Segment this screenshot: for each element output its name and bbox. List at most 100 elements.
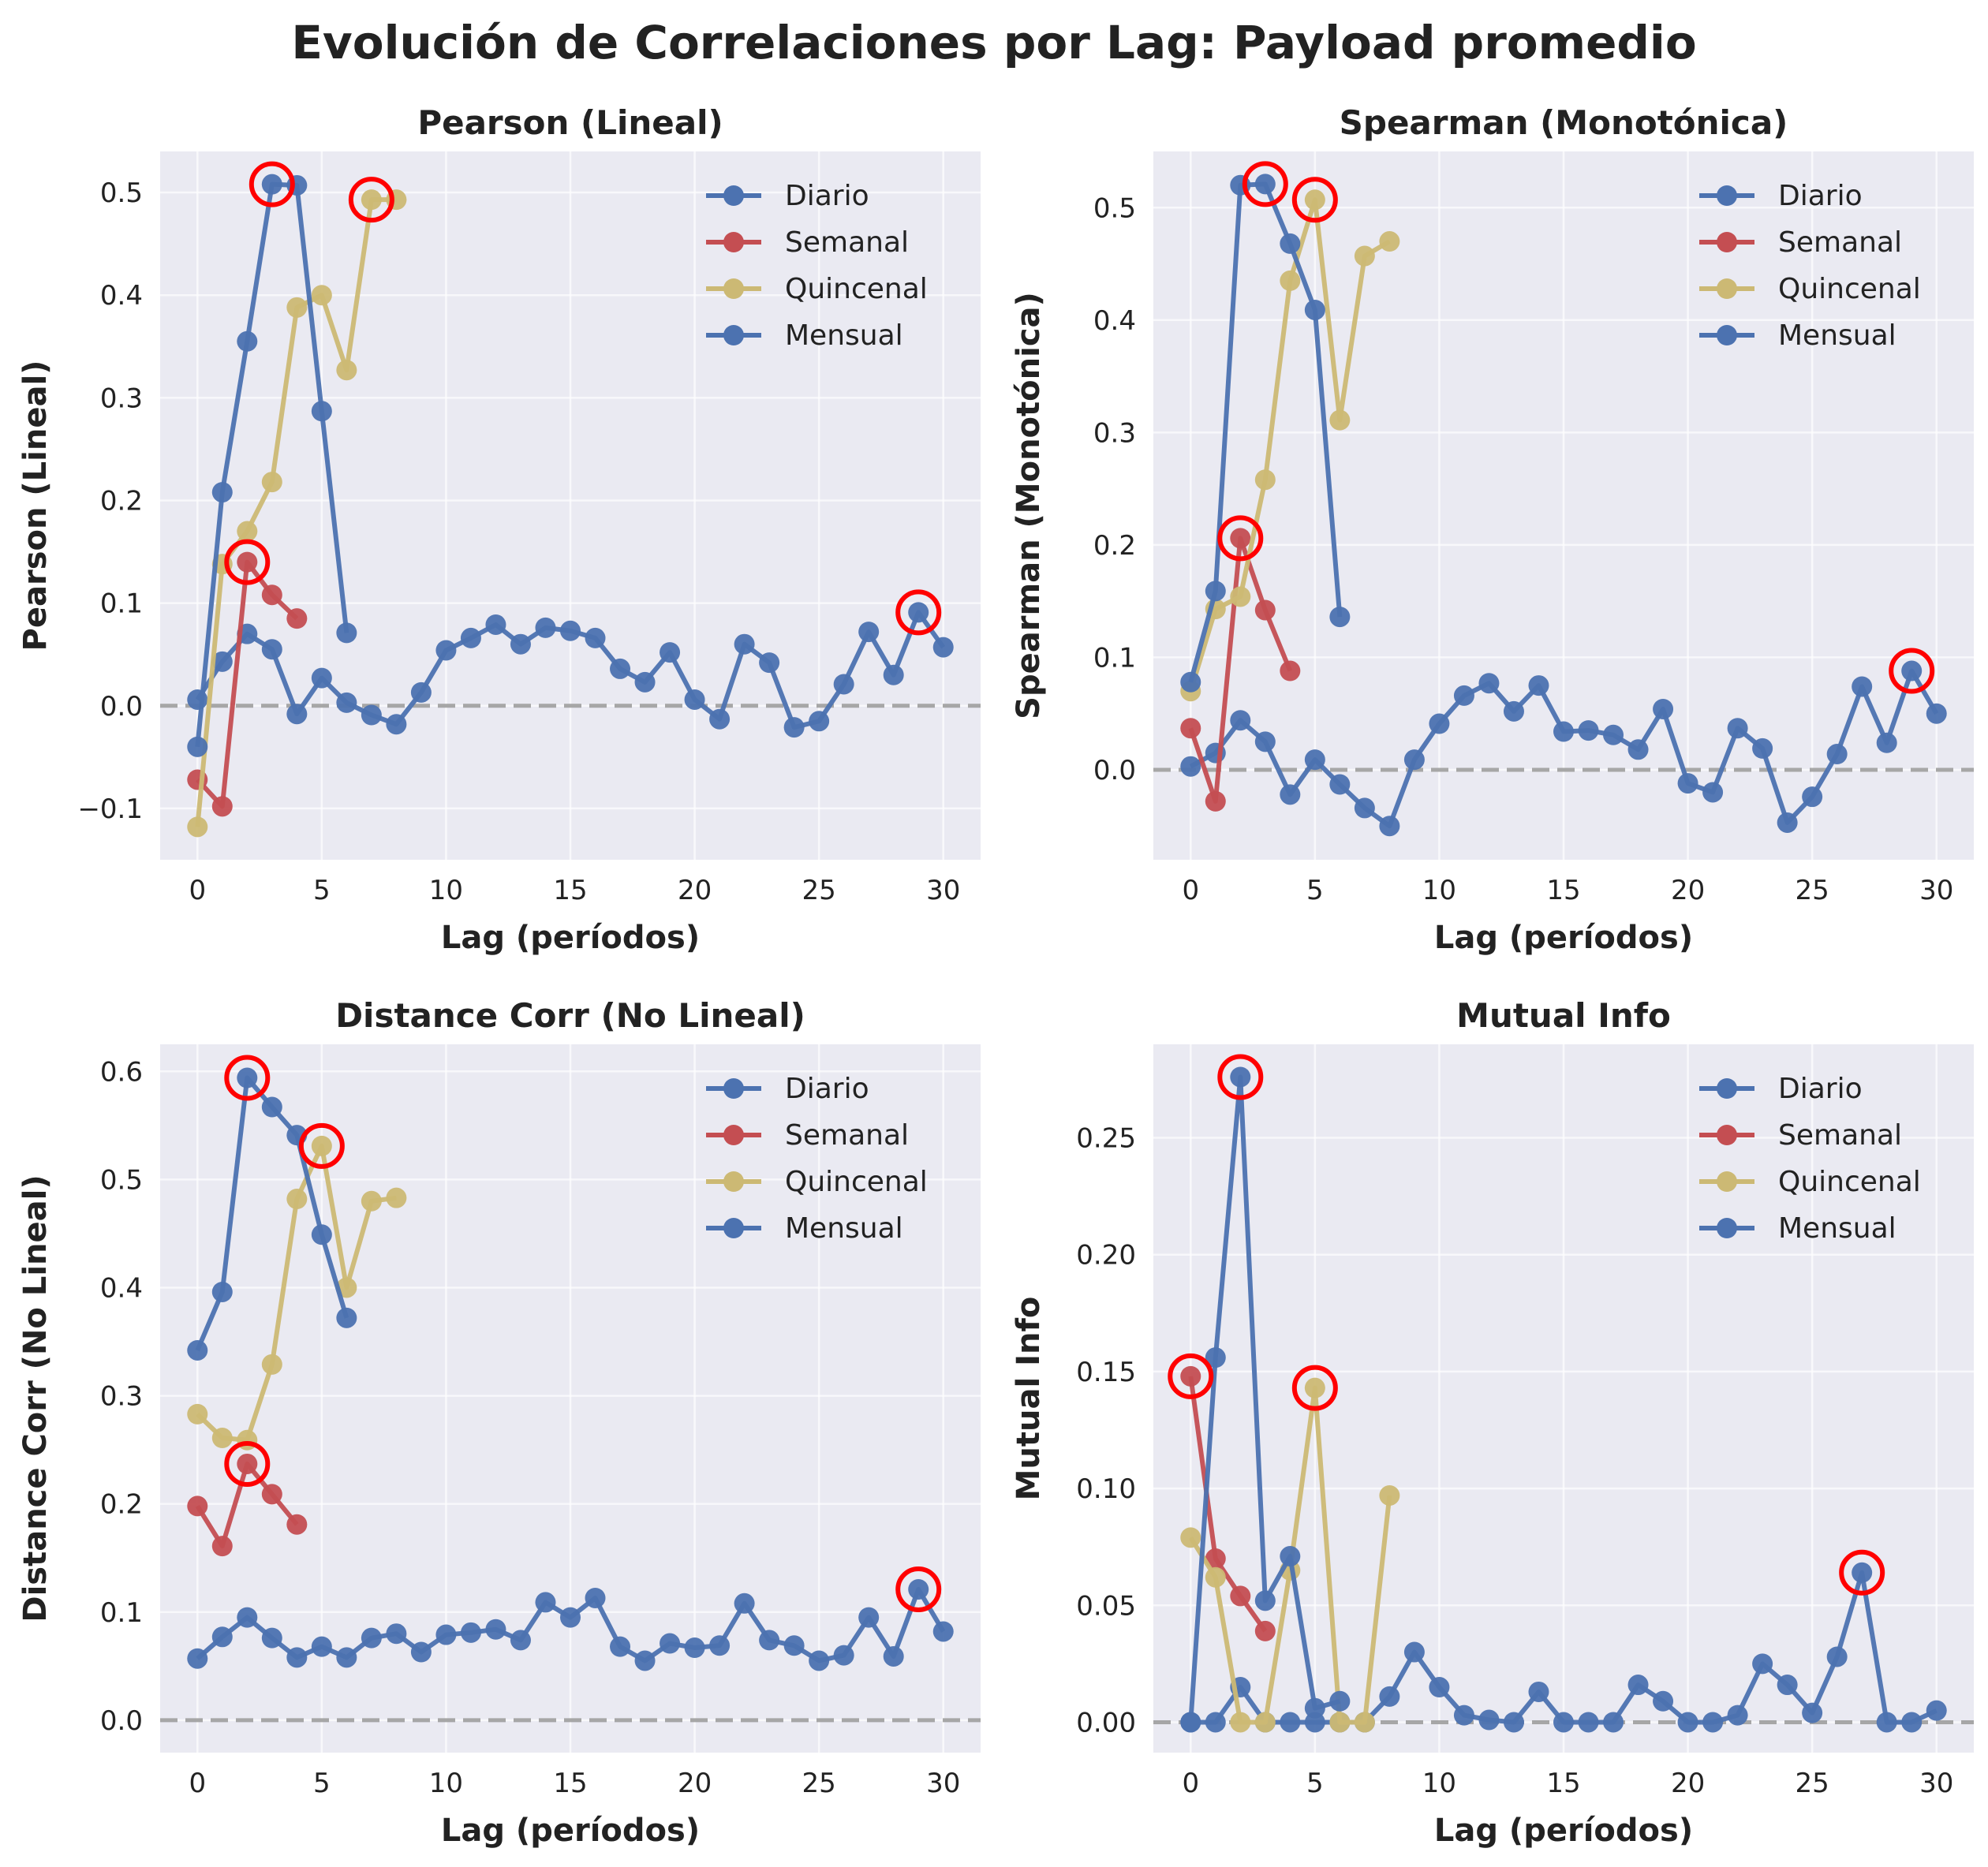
- data-point: [311, 1636, 332, 1657]
- data-point: [1429, 1677, 1450, 1698]
- legend-label-mensual: Mensual: [1778, 1212, 1896, 1245]
- legend-label-mensual: Mensual: [785, 319, 903, 352]
- max-highlight-ring: [1291, 1365, 1338, 1411]
- data-point: [1727, 1705, 1748, 1726]
- chart-panel-2: 0 5 10 15 20 25 30 0.0 0.1 0.2 0.3 0.4 0.5 Spearman (…: [1011, 103, 1974, 956]
- legend-swatch-marker: [1717, 1078, 1737, 1099]
- max-highlight-ring: [1168, 1353, 1214, 1399]
- max-highlight-ring: [1217, 515, 1264, 562]
- data-point: [1627, 739, 1649, 760]
- data-point: [1727, 718, 1748, 739]
- x-tick-label: 10: [429, 875, 463, 906]
- data-point: [1826, 744, 1848, 765]
- data-point: [1230, 1712, 1251, 1733]
- max-highlight-ring: [298, 1122, 345, 1169]
- max-highlight-ring: [1889, 648, 1935, 694]
- panel-title: Mutual Info: [1456, 996, 1671, 1035]
- data-point: [1304, 749, 1325, 771]
- y-tick-label: 0.05: [1076, 1590, 1136, 1622]
- data-point: [336, 692, 357, 713]
- data-point: [908, 602, 929, 623]
- data-point: [1603, 1712, 1624, 1733]
- data-point: [261, 1354, 282, 1375]
- data-point: [261, 472, 282, 493]
- data-point: [1180, 671, 1201, 693]
- data-point: [1503, 1712, 1524, 1733]
- data-point: [1254, 731, 1276, 752]
- data-point: [1304, 1712, 1325, 1733]
- data-point: [1653, 698, 1674, 719]
- data-point: [1578, 1712, 1599, 1733]
- data-point: [634, 1650, 656, 1671]
- x-tick-label: 5: [313, 1768, 331, 1799]
- data-point: [311, 1224, 332, 1245]
- data-point: [1802, 786, 1823, 808]
- data-point: [1627, 1675, 1649, 1696]
- y-tick-label: 0.0: [100, 1705, 143, 1737]
- x-tick-label: 10: [1422, 875, 1456, 906]
- data-point: [211, 1428, 233, 1449]
- y-tick-label: 0.1: [100, 588, 143, 620]
- data-point: [709, 708, 731, 730]
- y-tick-label: 0.1: [100, 1597, 143, 1629]
- max-highlight-ring: [1839, 1549, 1885, 1596]
- series-diario: [1180, 660, 1947, 837]
- legend-label-diario: Diario: [1778, 1073, 1863, 1105]
- data-point: [1453, 1705, 1474, 1726]
- data-point: [1528, 675, 1549, 696]
- data-point: [1205, 1566, 1226, 1588]
- series-mensual: [187, 174, 357, 757]
- legend-swatch-marker: [1717, 1171, 1737, 1192]
- data-point: [261, 584, 282, 606]
- data-point: [386, 1623, 407, 1645]
- max-highlight-ring: [1242, 161, 1288, 207]
- series-semanal: [1180, 528, 1301, 812]
- figure-title: Evolución de Correlaciones por Lag: Payl…: [291, 16, 1697, 69]
- x-tick-label: 30: [926, 875, 960, 906]
- data-point: [1478, 1709, 1500, 1731]
- data-point: [833, 674, 854, 695]
- data-point: [237, 1067, 258, 1088]
- series-mensual: [187, 1067, 357, 1361]
- data-point: [361, 1190, 382, 1212]
- x-tick-label: 15: [1546, 875, 1580, 906]
- data-point: [187, 1339, 208, 1361]
- max-highlight-ring: [895, 1566, 942, 1612]
- data-point: [237, 551, 258, 573]
- data-point: [1205, 790, 1226, 812]
- chart-panel-1: 0 5 10 15 20 25 30 −0.1 0.0 0.1 0.2 0.3 0.4 0.5 Pearso…: [17, 103, 981, 956]
- x-tick-label: 0: [189, 875, 206, 906]
- data-point: [1453, 685, 1474, 706]
- data-point: [1478, 673, 1500, 694]
- legend-swatch-marker: [723, 1171, 744, 1192]
- data-point: [1354, 1712, 1375, 1733]
- data-point: [684, 1637, 705, 1659]
- legend: Diario Semanal Quincenal Mensual: [706, 180, 928, 352]
- chart-panel-3: 0 5 10 15 20 25 30 0.0 0.1 0.2 0.3 0.4 0.5 0.6 Distanc…: [17, 996, 981, 1849]
- data-point: [1379, 1686, 1400, 1707]
- y-tick-label: 0.0: [100, 691, 143, 723]
- data-point: [1254, 174, 1276, 195]
- legend-label-diario: Diario: [1778, 180, 1863, 212]
- y-tick-label: 0.4: [100, 280, 143, 312]
- data-point: [1702, 782, 1724, 803]
- legend-label-semanal: Semanal: [785, 1119, 909, 1152]
- data-point: [1254, 1620, 1276, 1641]
- data-point: [311, 285, 332, 306]
- data-point: [1180, 756, 1201, 777]
- data-point: [286, 704, 308, 725]
- data-point: [1230, 586, 1251, 607]
- legend-label-diario: Diario: [785, 1073, 869, 1105]
- chart-panel-4: 0 5 10 15 20 25 30 0.00 0.05 0.10 0.15 0.20 0.25 Mutu…: [1011, 996, 1974, 1849]
- x-tick-label: 25: [802, 875, 836, 906]
- data-point: [1752, 737, 1773, 759]
- data-point: [237, 1607, 258, 1628]
- y-tick-label: 0.6: [100, 1056, 143, 1088]
- x-tick-label: 30: [1919, 1768, 1953, 1799]
- data-point: [311, 1135, 332, 1156]
- data-point: [1230, 710, 1251, 731]
- data-point: [1852, 1562, 1873, 1583]
- legend-label-quincenal: Quincenal: [785, 1166, 928, 1198]
- data-point: [585, 1587, 606, 1608]
- data-point: [1653, 1690, 1674, 1712]
